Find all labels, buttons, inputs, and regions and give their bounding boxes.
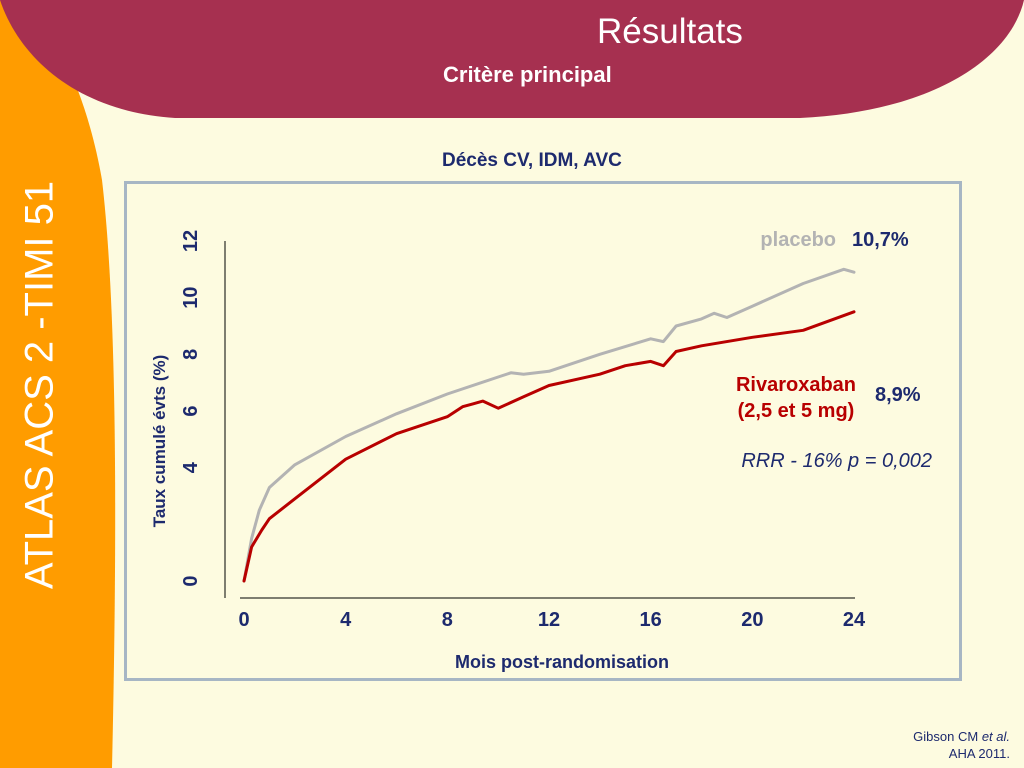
y-tick-label: 6 (180, 405, 202, 416)
rivaroxaban-name-line: (2,5 et 5 mg) (738, 400, 855, 422)
x-tick-label: 20 (741, 609, 763, 631)
placebo-end-value: 10,7% (852, 229, 909, 251)
x-tick-label: 12 (538, 609, 560, 631)
x-tick-label: 8 (442, 609, 453, 631)
reference-author: Gibson CM (913, 729, 979, 744)
y-tick-label: 10 (180, 287, 202, 309)
placebo-series-name: placebo (760, 229, 836, 251)
chart-title: Décès CV, IDM, AVC (442, 150, 622, 171)
y-axis-label: Taux cumulé évts (%) (150, 355, 169, 528)
chart: 0 4 6 8 10 12 0 4 8 12 16 20 24 Taux cumulé évts (%… (150, 229, 932, 672)
x-tick-label: 16 (640, 609, 662, 631)
y-tick-label: 4 (180, 461, 202, 473)
y-tick-label: 8 (180, 349, 202, 360)
orange-side-band (0, 0, 116, 768)
rivaroxaban-end-value: 8,9% (875, 384, 921, 406)
y-tick-label: 12 (180, 230, 202, 252)
side-title: ATLAS ACS 2 -TIMI 51 (17, 180, 62, 590)
reference: Gibson CM et al. AHA 2011. (913, 728, 1010, 762)
header-band (0, 0, 1024, 118)
x-tick-label: 4 (340, 609, 352, 631)
chart-frame: 0 4 6 8 10 12 0 4 8 12 16 20 24 Taux cumulé évts (%… (124, 181, 962, 681)
rrr-annotation: RRR - 16% p = 0,002 (741, 450, 932, 472)
y-tick-label: 0 (180, 575, 202, 586)
rivaroxaban-series-name: Rivaroxaban (2,5 et 5 mg) (736, 374, 856, 422)
reference-line-2: AHA 2011. (948, 746, 1010, 761)
slide-title: Résultats (597, 12, 743, 51)
x-axis-label: Mois post-randomisation (455, 652, 669, 672)
reference-etal: et al. (981, 729, 1010, 744)
rivaroxaban-line (242, 310, 856, 583)
x-tick-label: 24 (843, 609, 866, 631)
reference-line-1: Gibson CM et al. (913, 728, 1010, 745)
x-tick-label: 0 (238, 609, 249, 631)
placebo-line (242, 267, 856, 583)
slide-subtitle: Critère principal (443, 62, 612, 87)
rivaroxaban-name-line: Rivaroxaban (736, 374, 856, 396)
